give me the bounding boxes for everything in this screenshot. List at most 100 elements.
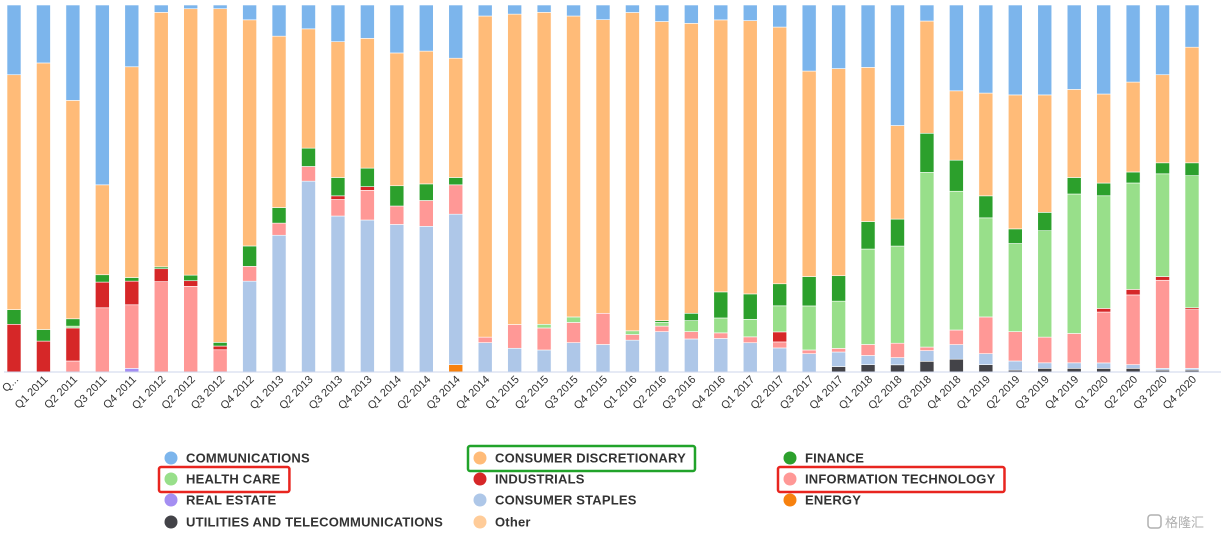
bar-segment-healthcare-q3-2016 — [684, 320, 699, 332]
bar-segment-finance-q4-2011 — [124, 277, 140, 282]
bar-segment-communications-q1-2012 — [153, 4, 169, 13]
legend-item-industrials[interactable]: INDUSTRIALS — [473, 472, 585, 487]
bar-segment-it-q2-2019 — [1007, 331, 1023, 362]
bar-segment-finance-q2-2019 — [1007, 228, 1023, 244]
legend-marker-energy — [783, 493, 797, 507]
bar-segment-discretionary-q4-2018 — [949, 90, 964, 161]
bar-segment-communications-q2-2020 — [1125, 4, 1141, 83]
bar-segment-finance-q2-2011 — [65, 318, 81, 327]
bar-segment-finance-q3-2014 — [448, 177, 464, 186]
bar-segment-it-q3-2016 — [684, 331, 699, 340]
bar-segment-util-q4-2017 — [831, 366, 846, 373]
bar-segment-discretionary-q4-2014 — [477, 15, 493, 338]
legend-item-other[interactable]: Other — [473, 515, 531, 530]
bar-segment-discretionary-q2-2013 — [301, 28, 316, 149]
bar-segment-staples-q4-2017 — [831, 351, 846, 367]
bar-segment-healthcare-q4-2019 — [1066, 193, 1082, 334]
bar-segment-staples-q1-2013 — [271, 234, 287, 373]
bar-segment-discretionary-q4-2015 — [595, 19, 611, 314]
legend-item-energy[interactable]: ENERGY — [783, 493, 862, 508]
bar-segment-industrial-q2-2020 — [1125, 289, 1141, 296]
bar-segment-staples-q2-2020 — [1125, 364, 1141, 369]
bar-segment-healthcare-q2-2020 — [1125, 182, 1141, 290]
bar-segment-communications-q1-2019 — [978, 4, 994, 94]
bar-segment-finance-q4-2013 — [360, 167, 375, 187]
bar-segment-finance-q3-2017 — [801, 276, 817, 307]
legend-item-real-estate[interactable]: REAL ESTATE — [164, 493, 277, 508]
bar-segment-discretionary-q3-2017 — [801, 70, 817, 277]
legend-item-consumer-staples[interactable]: CONSUMER STAPLES — [473, 493, 637, 508]
bar-segment-realestate-q4-2011 — [124, 368, 140, 373]
bar-segment-communications-q2-2012 — [183, 4, 198, 10]
bar-segment-healthcare-q2-2017 — [772, 305, 788, 333]
bar-segment-it-q4-2011 — [124, 304, 140, 369]
bar-segment-industrial-q3-2013 — [330, 195, 346, 200]
bar-segment-staples-q2-2015 — [536, 349, 552, 373]
x-tick-label: Q... — [0, 374, 21, 395]
bar-segment-util-q2-2020 — [1125, 368, 1141, 373]
bar-segment-finance-q4-2019 — [1066, 177, 1082, 195]
bar-segment-finance-q3-2011 — [95, 274, 110, 283]
bar-segment-healthcare-q3-2015 — [566, 316, 581, 323]
bar-segment-staples-q4-2018 — [949, 344, 964, 360]
bar-segment-it-q4-2018 — [949, 329, 964, 345]
legend-marker-consumer-staples — [473, 493, 487, 507]
bar-segment-communications-q1-2013 — [271, 4, 287, 37]
bar-segment-finance-q4-2018 — [949, 159, 964, 192]
bar-segment-staples-q4-2012 — [242, 280, 257, 373]
bar-segment-finance-q3-2013 — [330, 177, 346, 197]
legend-item-communications[interactable]: COMMUNICATIONS — [164, 451, 311, 466]
bar-segment-communications-q4-2016 — [713, 4, 729, 21]
bar-segment-discretionary-q2-2019 — [1007, 94, 1023, 230]
legend-item-consumer-discretionary[interactable]: CONSUMER DISCRETIONARY — [473, 451, 687, 466]
watermark: 格隆汇 — [1147, 514, 1204, 531]
bar-segment-communications-q — [6, 4, 22, 76]
bar-segment-communications-q3-2020 — [1155, 4, 1170, 76]
legend: COMMUNICATIONS HEALTH CARE REAL ESTATE UTIL… — [157, 444, 1006, 530]
legend-label-consumer-discretionary: CONSUMER DISCRETIONARY — [495, 451, 686, 466]
bar-segment-staples-q4-2014 — [477, 342, 493, 373]
bar-segment-healthcare-q4-2017 — [831, 300, 846, 349]
bar-segment-discretionary-q1-2017 — [742, 20, 758, 295]
bar-segment-finance-q3-2018 — [919, 132, 935, 173]
bar-segment-finance-q2-2014 — [418, 183, 434, 201]
bar-segment-discretionary-q1-2020 — [1096, 93, 1111, 184]
bar-segment-it-q3-2013 — [330, 199, 346, 217]
bar-segment-industrial-q — [6, 323, 22, 373]
bar-segment-communications-q2-2013 — [301, 4, 316, 30]
bar-segment-finance-q1-2018 — [860, 221, 876, 250]
legend-item-finance[interactable]: FINANCE — [783, 451, 865, 466]
bar-segment-communications-q1-2018 — [860, 4, 876, 68]
bar-segment-discretionary-q1-2019 — [978, 92, 994, 197]
bar-segment-communications-q4-2013 — [360, 4, 375, 39]
bar-area — [6, 4, 1200, 373]
bar-segment-finance-q1-2019 — [978, 195, 994, 219]
bar-segment-finance-q4-2017 — [831, 275, 846, 302]
bar-segment-staples-q4-2016 — [713, 338, 729, 373]
bar-segment-industrial-q3-2012 — [212, 345, 228, 351]
bar-segment-util-q3-2019 — [1037, 368, 1053, 373]
legend-label-utilities-and-telecommunications: UTILITIES AND TELECOMMUNICATIONS — [186, 515, 443, 530]
bar-segment-it-q2-2015 — [536, 327, 552, 351]
bar-segment-util-q3-2018 — [919, 361, 935, 373]
bar-segment-discretionary-q2-2016 — [654, 21, 670, 321]
bar-segment-healthcare-q1-2018 — [860, 248, 876, 345]
legend-label-real-estate: REAL ESTATE — [186, 493, 276, 508]
legend-marker-real-estate — [164, 493, 178, 507]
bar-segment-discretionary-q4-2016 — [713, 19, 729, 293]
bar-segment-util-q2-2018 — [890, 364, 905, 373]
legend-item-health-care[interactable]: HEALTH CARE — [164, 472, 281, 487]
bar-segment-healthcare-q3-2020 — [1155, 173, 1170, 277]
bar-segment-discretionary-q3-2013 — [330, 41, 346, 178]
bar-segment-healthcare-q1-2016 — [625, 330, 640, 335]
bar-segment-it-q2-2016 — [654, 325, 670, 332]
bar-segment-discretionary-q4-2020 — [1184, 46, 1200, 164]
bar-segment-healthcare-q3-2017 — [801, 305, 817, 351]
bar-segment-healthcare-q3-2018 — [919, 172, 935, 348]
legend-marker-information-technology — [783, 472, 797, 486]
legend-item-information-technology[interactable]: INFORMATION TECHNOLOGY — [783, 472, 996, 487]
bar-segment-healthcare-q1-2020 — [1096, 195, 1111, 309]
legend-item-utilities-and-telecommunications[interactable]: UTILITIES AND TELECOMMUNICATIONS — [164, 515, 444, 530]
bar-segment-finance-q2-2012 — [183, 274, 198, 282]
